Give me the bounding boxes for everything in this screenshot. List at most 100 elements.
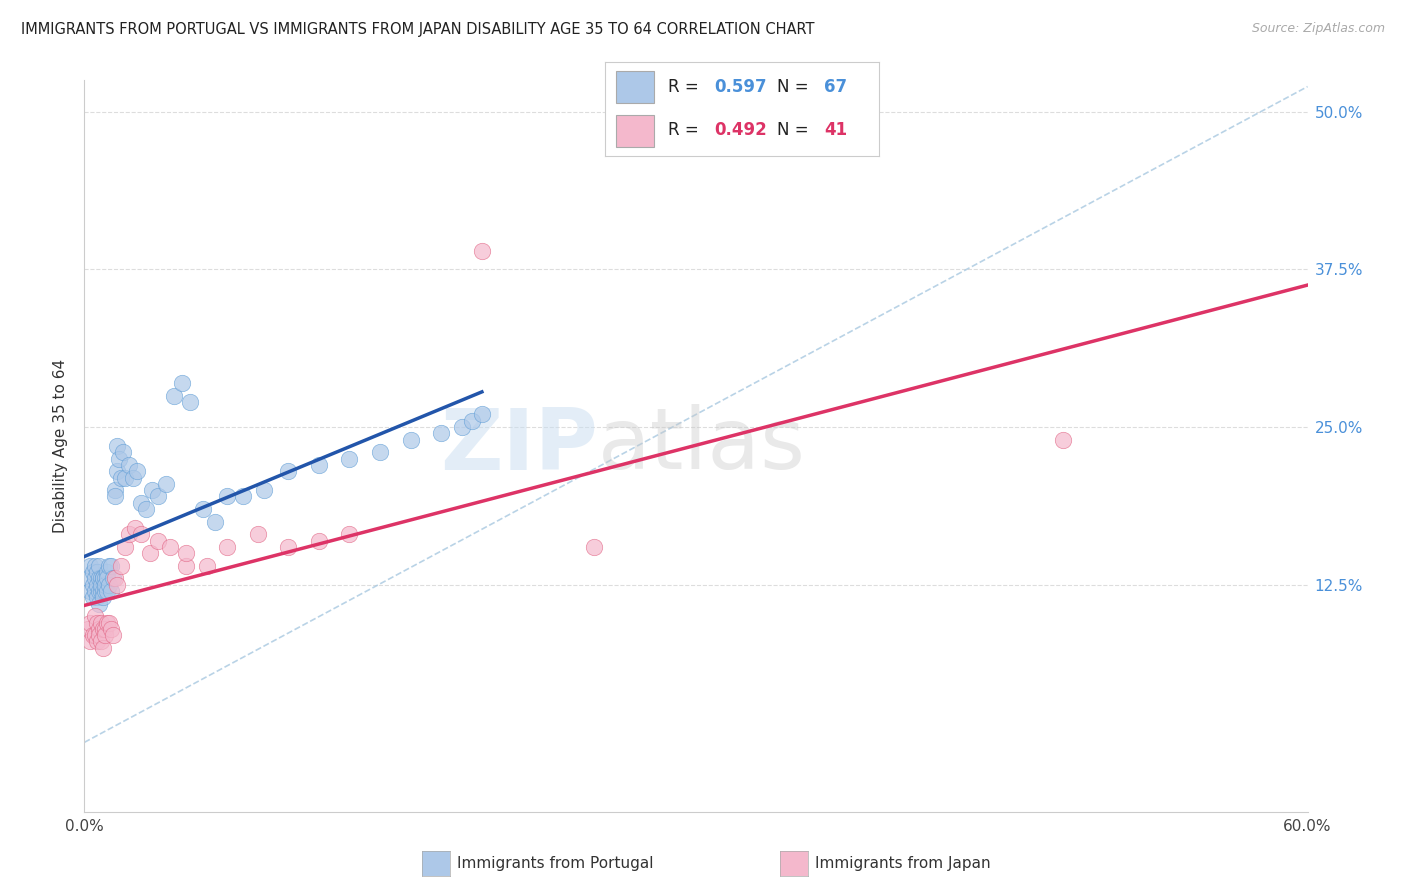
Point [146,490,169,504]
Point [141,483,163,497]
Point [87,597,110,611]
Text: IMMIGRANTS FROM PORTUGAL VS IMMIGRANTS FROM JAPAN DISABILITY AGE 35 TO 64 CORREL: IMMIGRANTS FROM PORTUGAL VS IMMIGRANTS F… [21,22,814,37]
Point [127,464,149,478]
Point [339,451,361,466]
Point [368,445,391,459]
Point [308,458,330,472]
Point [91,571,114,585]
FancyBboxPatch shape [616,70,654,103]
Point [96,565,118,579]
Point [191,502,214,516]
Point [461,414,484,428]
Point [82,565,104,579]
Point [96,615,118,630]
Point [91,591,114,605]
Point [91,571,114,585]
Text: Source: ZipAtlas.com: Source: ZipAtlas.com [1251,22,1385,36]
Point [163,388,186,402]
Point [135,502,157,516]
Point [100,584,122,599]
Point [246,527,269,541]
Point [101,571,124,585]
Text: R =: R = [668,121,703,139]
Point [82,578,104,592]
Point [91,622,114,636]
Point [104,490,127,504]
Point [204,515,226,529]
Point [104,483,127,497]
Point [471,244,494,258]
Point [104,571,127,585]
Text: 0.597: 0.597 [714,78,766,95]
Point [90,571,112,585]
Point [90,584,112,599]
Point [195,558,218,573]
Text: ZIP: ZIP [440,404,598,488]
Point [110,470,132,484]
Point [87,584,110,599]
Point [131,527,153,541]
Point [146,533,169,548]
Point [339,527,361,541]
Point [101,628,124,642]
Point [97,558,120,573]
Point [86,578,108,592]
Point [83,571,105,585]
Point [112,445,135,459]
Point [90,578,112,592]
Point [82,628,104,642]
Point [399,433,422,447]
Point [105,464,128,478]
Text: R =: R = [668,78,703,95]
Point [430,426,453,441]
Point [77,622,100,636]
Point [155,476,177,491]
Point [122,470,145,484]
Point [83,609,105,624]
Point [176,546,198,560]
Point [159,540,181,554]
Text: 0.492: 0.492 [714,121,768,139]
Point [86,565,108,579]
Point [277,464,299,478]
Point [91,584,114,599]
Point [131,496,153,510]
Point [86,591,108,605]
Point [179,395,201,409]
Text: atlas: atlas [598,404,806,488]
Point [176,558,198,573]
Point [77,571,100,585]
Point [79,634,101,648]
Point [118,458,141,472]
Point [87,622,110,636]
Point [90,634,112,648]
FancyBboxPatch shape [616,115,654,147]
Point [105,578,128,592]
Point [172,376,194,390]
Text: 67: 67 [824,78,846,95]
Text: Immigrants from Japan: Immigrants from Japan [815,856,991,871]
Y-axis label: Disability Age 35 to 64: Disability Age 35 to 64 [53,359,69,533]
Point [83,628,105,642]
Point [93,622,117,636]
Point [96,571,118,585]
Point [450,420,472,434]
Point [217,540,239,554]
Point [93,628,117,642]
Point [86,634,108,648]
Point [83,584,105,599]
Point [253,483,276,497]
Point [82,591,104,605]
Point [232,490,254,504]
Point [97,615,120,630]
Text: N =: N = [778,121,814,139]
Point [124,521,146,535]
Text: 41: 41 [824,121,846,139]
Point [110,558,132,573]
Point [93,584,117,599]
Point [100,622,122,636]
Point [97,578,120,592]
Point [91,640,114,655]
Point [114,470,136,484]
Point [96,584,118,599]
